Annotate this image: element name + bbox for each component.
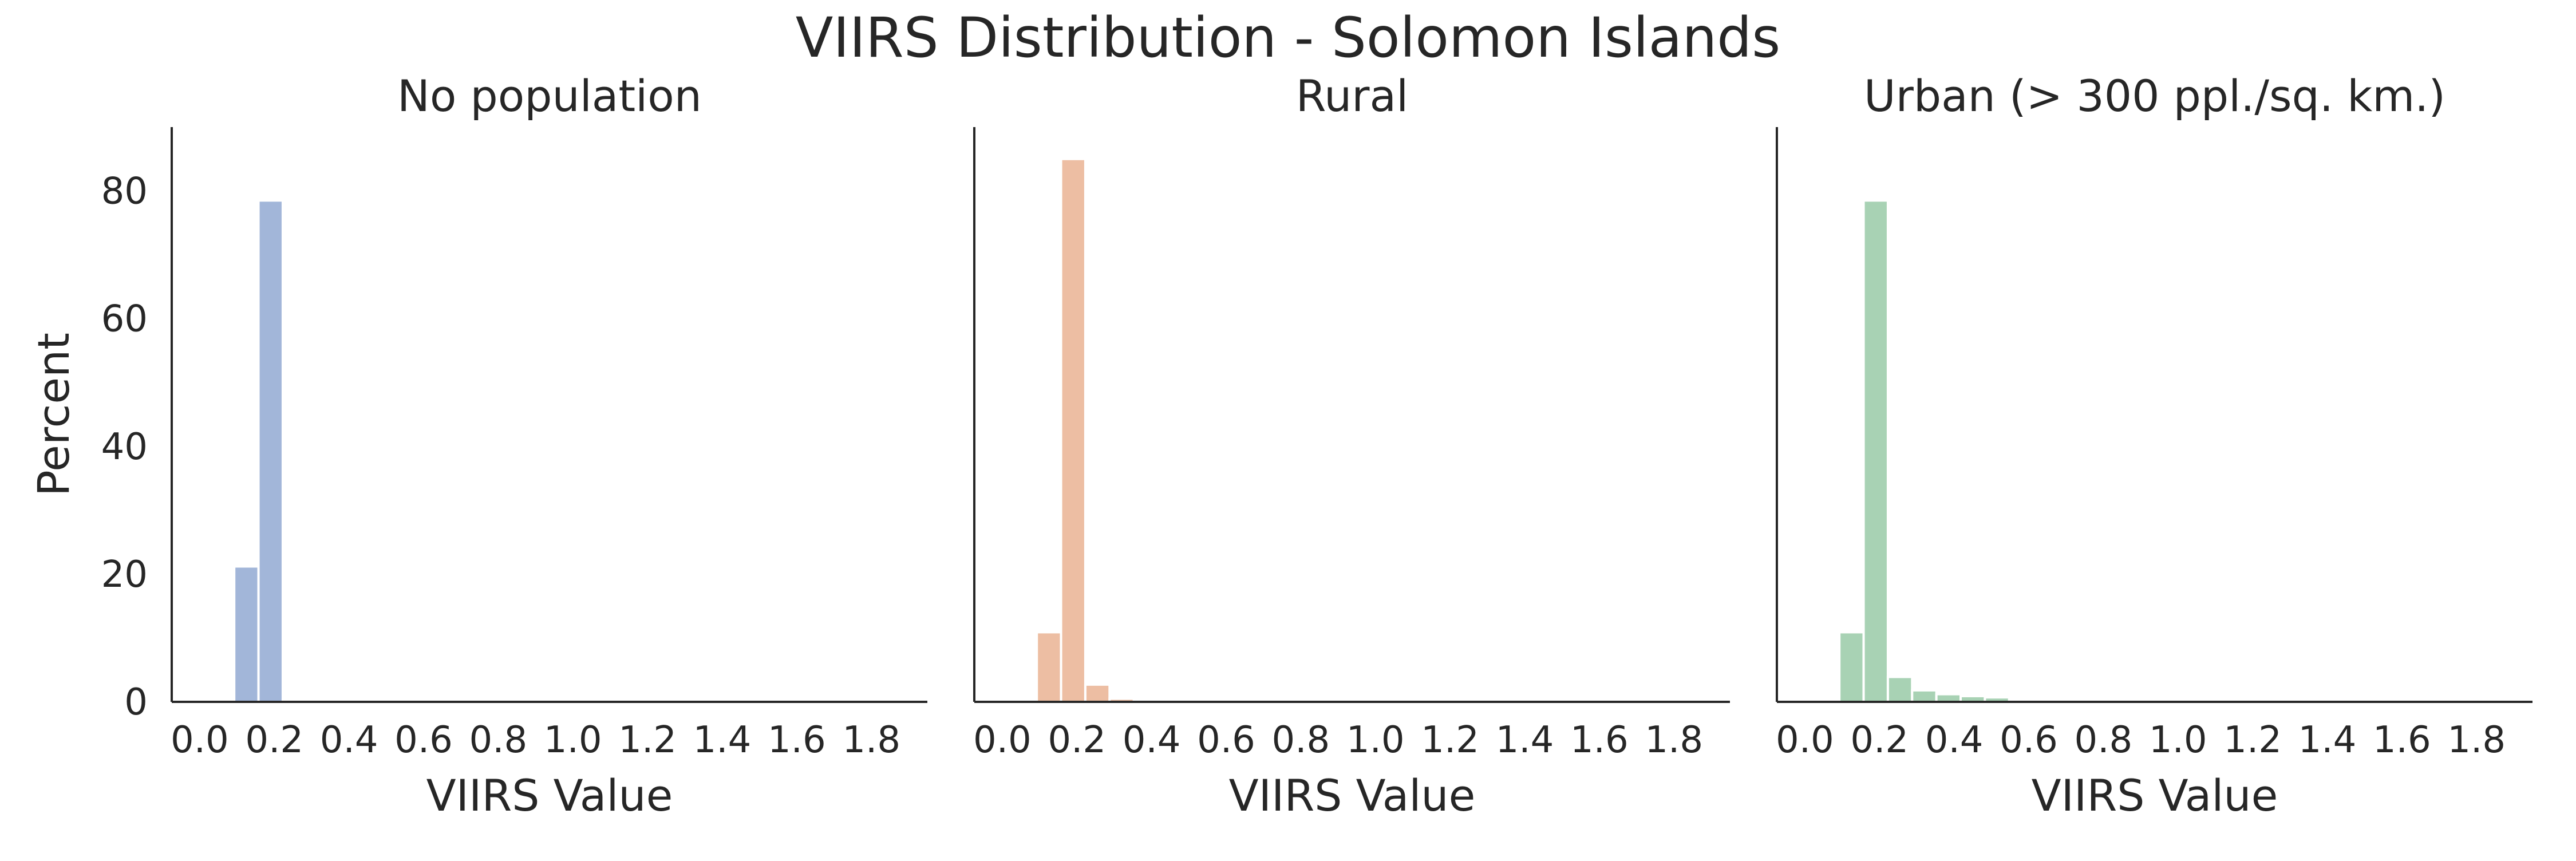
y-axis-label: Percent bbox=[28, 333, 79, 496]
x-tick-label: 1.8 bbox=[1645, 719, 1703, 761]
x-tick-label: 1.2 bbox=[2223, 719, 2282, 761]
histogram-bar bbox=[1935, 693, 1962, 703]
y-tick-label: 80 bbox=[101, 171, 148, 213]
x-tick-label: 1.8 bbox=[2447, 719, 2506, 761]
histogram-bar bbox=[233, 565, 260, 703]
x-tick-label: 1.0 bbox=[2149, 719, 2207, 761]
histogram-bar bbox=[1838, 631, 1865, 703]
y-tick-label: 60 bbox=[101, 298, 148, 341]
x-tick-label: 0.4 bbox=[1925, 719, 1984, 761]
x-axis-label: VIIRS Value bbox=[2032, 770, 2278, 821]
x-tick-label: 0.2 bbox=[1048, 719, 1106, 761]
y-tick-label: 40 bbox=[101, 426, 148, 468]
histogram-bar bbox=[1886, 676, 1914, 703]
x-tick-label: 1.6 bbox=[768, 719, 826, 761]
x-tick-label: 1.2 bbox=[1421, 719, 1479, 761]
x-tick-label: 1.2 bbox=[618, 719, 677, 761]
x-tick-label: 0.2 bbox=[245, 719, 303, 761]
x-tick-label: 1.6 bbox=[2373, 719, 2431, 761]
x-tick-label: 1.0 bbox=[544, 719, 602, 761]
subplot-title: Rural bbox=[1296, 70, 1409, 121]
x-tick-label: 0.4 bbox=[320, 719, 378, 761]
histogram-bar bbox=[1862, 199, 1889, 703]
x-tick-label: 0.0 bbox=[1776, 719, 1834, 761]
histogram-bar bbox=[257, 199, 284, 703]
x-tick-label: 0.0 bbox=[171, 719, 229, 761]
x-tick-label: 0.8 bbox=[2074, 719, 2132, 761]
x-tick-label: 0.8 bbox=[469, 719, 527, 761]
x-tick-label: 1.4 bbox=[693, 719, 752, 761]
x-tick-label: 0.6 bbox=[1197, 719, 1255, 761]
x-tick-label: 0.6 bbox=[2000, 719, 2058, 761]
x-tick-label: 0.2 bbox=[1850, 719, 1909, 761]
x-tick-label: 1.8 bbox=[842, 719, 900, 761]
x-axis-label: VIIRS Value bbox=[426, 770, 673, 821]
subplot-title: No population bbox=[397, 70, 702, 121]
histogram-bar bbox=[1084, 683, 1111, 704]
y-tick-label: 0 bbox=[124, 681, 148, 724]
x-tick-label: 0.6 bbox=[394, 719, 453, 761]
histogram-bar bbox=[1060, 157, 1086, 703]
x-tick-label: 0.0 bbox=[973, 719, 1032, 761]
y-tick-label: 20 bbox=[101, 554, 148, 596]
subplot-title: Urban (> 300 ppl./sq. km.) bbox=[1864, 70, 2445, 121]
histogram-bar bbox=[1911, 689, 1938, 704]
histogram-bar bbox=[1036, 631, 1062, 703]
x-tick-label: 1.4 bbox=[2298, 719, 2357, 761]
figure-title: VIIRS Distribution - Solomon Islands bbox=[795, 6, 1781, 70]
x-tick-label: 1.4 bbox=[1496, 719, 1554, 761]
x-tick-label: 1.0 bbox=[1346, 719, 1405, 761]
x-tick-label: 0.4 bbox=[1123, 719, 1181, 761]
x-tick-label: 0.8 bbox=[1271, 719, 1330, 761]
x-tick-label: 1.6 bbox=[1570, 719, 1629, 761]
x-axis-label: VIIRS Value bbox=[1229, 770, 1476, 821]
